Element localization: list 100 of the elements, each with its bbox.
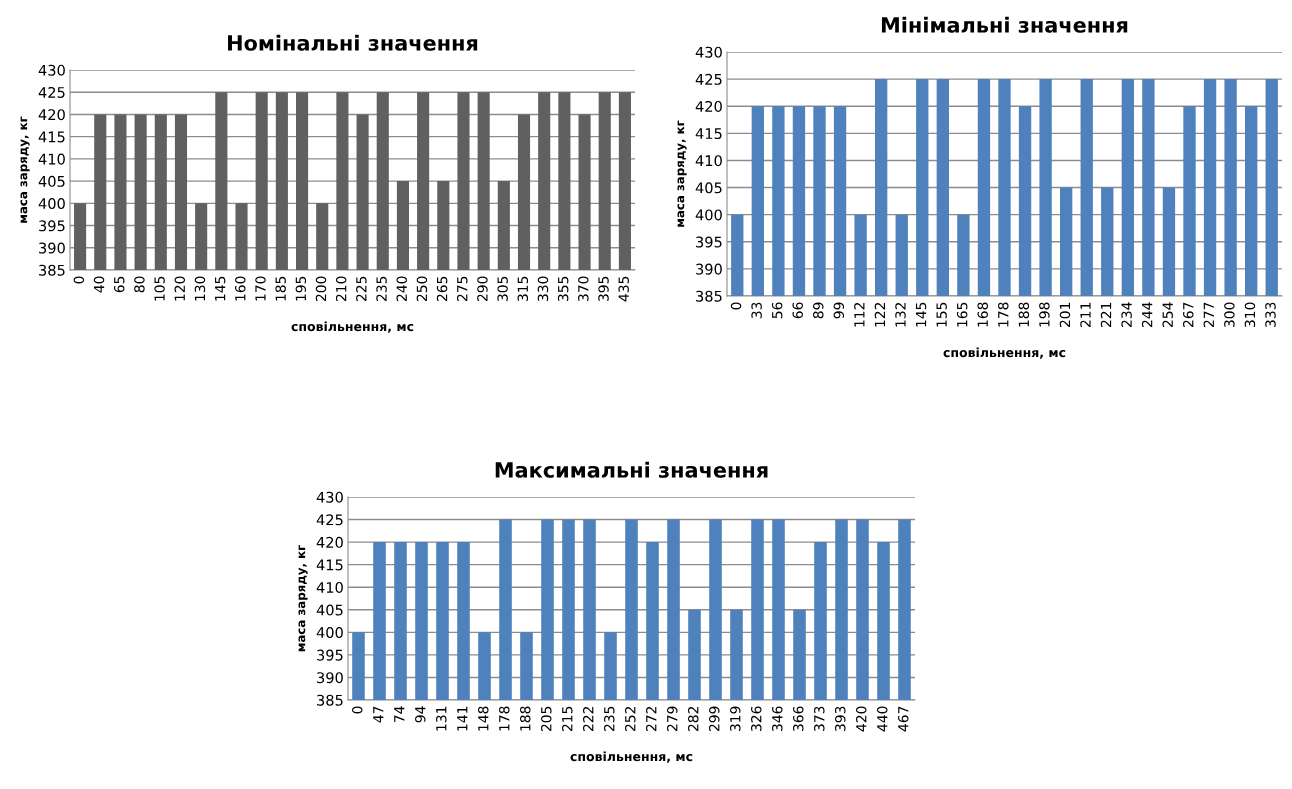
x-tick-label: 305 bbox=[497, 276, 508, 302]
x-tick-label: 234 bbox=[1121, 302, 1132, 328]
x-tick-label: 275 bbox=[457, 276, 468, 302]
y-tick-label: 410 bbox=[38, 153, 65, 165]
y-tick-label: 425 bbox=[316, 514, 343, 526]
y-tick-label: 430 bbox=[316, 491, 343, 503]
x-tick-label: 235 bbox=[376, 276, 387, 302]
y-tick-label: 385 bbox=[317, 694, 343, 706]
x-tick-label: 326 bbox=[751, 706, 762, 732]
x-tick-label: 267 bbox=[1183, 302, 1194, 328]
y-tick-label: 410 bbox=[316, 581, 343, 593]
y-tick-label: 400 bbox=[316, 627, 343, 639]
x-tick-label: 366 bbox=[793, 706, 804, 732]
x-tick-label: 420 bbox=[856, 706, 867, 732]
x-tick-label: 47 bbox=[373, 706, 384, 723]
x-tick-label: 33 bbox=[751, 302, 762, 319]
x-tick-label: 393 bbox=[835, 706, 846, 732]
x-tick-label: 145 bbox=[215, 276, 226, 301]
x-tick-label: 105 bbox=[154, 276, 165, 301]
y-tick-label: 390 bbox=[317, 672, 343, 684]
x-tick-label: 333 bbox=[1265, 302, 1276, 328]
y-tick-label: 395 bbox=[696, 236, 722, 248]
y-tick-label: 415 bbox=[695, 128, 722, 140]
y-tick-label: 385 bbox=[39, 264, 65, 276]
y-tick-label: 420 bbox=[316, 536, 343, 548]
x-tick-label: 148 bbox=[478, 706, 489, 731]
x-tick-label: 56 bbox=[771, 302, 783, 319]
x-tick-label: 265 bbox=[436, 276, 448, 302]
x-tick-label: 168 bbox=[977, 302, 988, 327]
chart-title: Мінімальні значення bbox=[881, 16, 1128, 33]
x-tick-label: 201 bbox=[1059, 302, 1071, 328]
x-tick-label: 200 bbox=[315, 276, 327, 302]
x-tick-label: 211 bbox=[1080, 302, 1091, 328]
x-tick-label: 145 bbox=[915, 302, 927, 327]
y-tick-label: 430 bbox=[695, 46, 722, 58]
y-tick-label: 400 bbox=[38, 198, 65, 210]
x-tick-label: 435 bbox=[618, 276, 629, 302]
x-tick-label: 355 bbox=[557, 276, 569, 302]
chart-title: Максимальні значення bbox=[495, 461, 768, 478]
x-tick-label: 319 bbox=[730, 706, 741, 732]
x-tick-label: 160 bbox=[235, 276, 246, 301]
x-tick-label: 225 bbox=[356, 276, 367, 302]
y-tick-label: 405 bbox=[38, 175, 65, 187]
x-tick-label: 290 bbox=[477, 276, 488, 302]
x-tick-label: 112 bbox=[854, 302, 865, 327]
x-tick-label: 370 bbox=[578, 276, 589, 302]
x-tick-label: 131 bbox=[436, 706, 447, 731]
x-tick-label: 188 bbox=[520, 706, 531, 731]
x-tick-label: 65 bbox=[113, 276, 125, 293]
x-tick-label: 310 bbox=[1244, 302, 1256, 328]
x-tick-label: 0 bbox=[352, 706, 363, 714]
y-tick-label: 405 bbox=[695, 182, 722, 194]
x-tick-label: 132 bbox=[895, 302, 906, 327]
chart-title: Номінальні значення bbox=[228, 34, 478, 51]
x-tick-label: 330 bbox=[537, 276, 549, 302]
x-tick-label: 205 bbox=[541, 706, 552, 732]
x-tick-label: 178 bbox=[998, 302, 1009, 327]
y-tick-label: 420 bbox=[38, 109, 65, 121]
x-tick-label: 215 bbox=[562, 706, 573, 732]
x-tick-label: 188 bbox=[1018, 302, 1030, 327]
x-axis-title: сповільнення, мс bbox=[570, 751, 693, 763]
y-tick-label: 430 bbox=[38, 64, 65, 76]
x-tick-label: 252 bbox=[625, 706, 636, 732]
x-tick-label: 221 bbox=[1100, 302, 1112, 328]
y-tick-label: 390 bbox=[696, 263, 722, 275]
x-axis-title: сповільнення, мс bbox=[291, 321, 414, 333]
x-tick-label: 279 bbox=[667, 706, 678, 732]
y-tick-label: 415 bbox=[316, 559, 343, 571]
x-axis-title: сповільнення, мс bbox=[943, 347, 1066, 359]
x-tick-label: 244 bbox=[1141, 302, 1153, 328]
x-tick-label: 277 bbox=[1203, 302, 1214, 328]
x-tick-label: 250 bbox=[416, 276, 428, 302]
y-axis-title: маса заряду, кг bbox=[20, 116, 30, 223]
y-tick-label: 405 bbox=[316, 604, 343, 616]
y-axis-title: маса заряду, кг bbox=[298, 545, 308, 652]
x-tick-label: 282 bbox=[688, 706, 699, 732]
x-tick-label: 222 bbox=[583, 706, 594, 732]
x-tick-label: 254 bbox=[1162, 302, 1173, 328]
x-tick-label: 240 bbox=[396, 276, 407, 302]
x-tick-label: 210 bbox=[335, 276, 347, 302]
y-tick-label: 395 bbox=[39, 220, 65, 232]
x-tick-label: 299 bbox=[709, 706, 720, 732]
x-tick-label: 395 bbox=[598, 276, 609, 302]
x-tick-label: 130 bbox=[194, 276, 206, 301]
x-tick-label: 122 bbox=[874, 302, 885, 327]
x-tick-label: 155 bbox=[936, 302, 947, 327]
x-tick-label: 80 bbox=[134, 276, 145, 293]
y-tick-label: 420 bbox=[695, 100, 722, 112]
y-tick-label: 415 bbox=[38, 131, 65, 143]
y-tick-label: 385 bbox=[696, 290, 722, 302]
x-tick-label: 315 bbox=[517, 276, 529, 302]
x-tick-label: 272 bbox=[646, 706, 657, 732]
x-tick-label: 467 bbox=[898, 706, 909, 732]
x-tick-label: 0 bbox=[730, 302, 742, 310]
y-tick-label: 395 bbox=[317, 649, 343, 661]
y-tick-label: 425 bbox=[695, 73, 722, 85]
x-tick-label: 40 bbox=[93, 276, 105, 293]
x-tick-label: 373 bbox=[814, 706, 825, 732]
x-tick-label: 94 bbox=[415, 706, 426, 723]
y-tick-label: 410 bbox=[695, 155, 722, 167]
